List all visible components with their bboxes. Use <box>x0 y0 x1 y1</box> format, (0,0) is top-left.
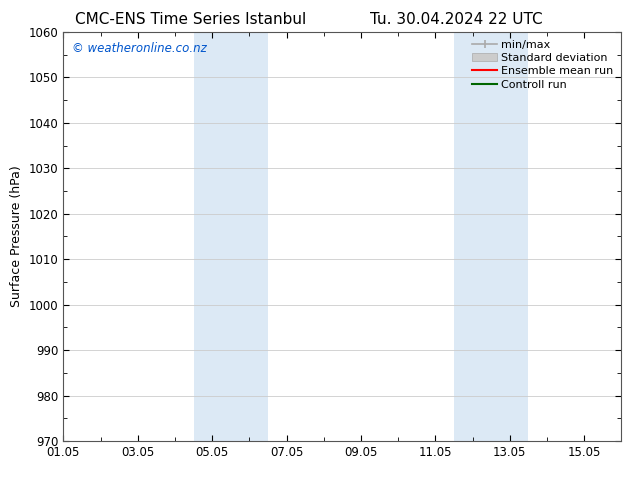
Text: © weatheronline.co.nz: © weatheronline.co.nz <box>72 42 207 55</box>
Y-axis label: Surface Pressure (hPa): Surface Pressure (hPa) <box>10 166 23 307</box>
Bar <box>193 32 268 441</box>
Text: CMC-ENS Time Series Istanbul: CMC-ENS Time Series Istanbul <box>75 12 306 27</box>
Bar <box>454 32 528 441</box>
Legend: min/max, Standard deviation, Ensemble mean run, Controll run: min/max, Standard deviation, Ensemble me… <box>468 35 618 94</box>
Text: Tu. 30.04.2024 22 UTC: Tu. 30.04.2024 22 UTC <box>370 12 543 27</box>
